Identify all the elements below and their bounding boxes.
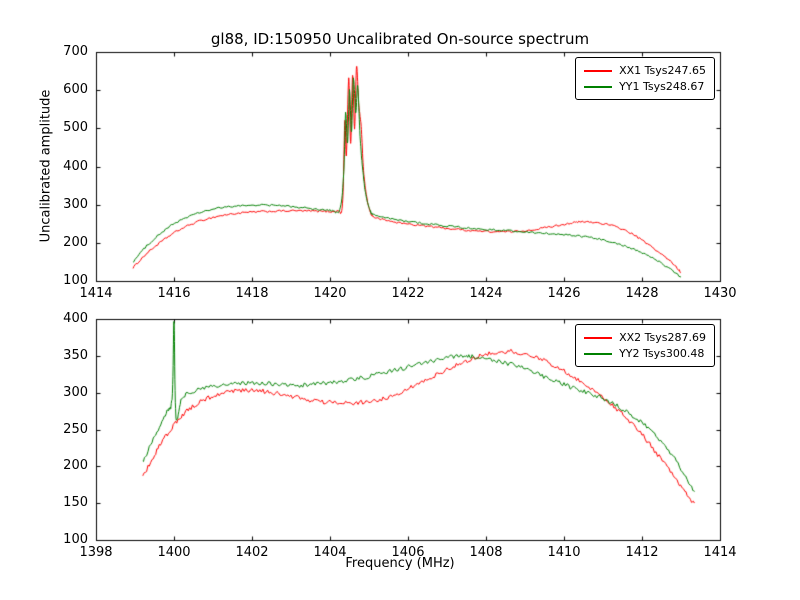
x-tick-label: 1430 [703, 286, 737, 301]
legend-item-label: YY2 Tsys300.48 [619, 347, 705, 360]
y-tick-label: 300 [63, 196, 88, 212]
x-tick-label: 1408 [469, 545, 503, 560]
x-tick-label: 1414 [703, 545, 737, 560]
x-axis-label: Frequency (MHz) [345, 556, 455, 571]
legend-line-sample [584, 353, 613, 355]
legend-item: XX2 Tsys287.69 [584, 330, 706, 346]
x-tick-label: 1424 [469, 286, 503, 301]
legend: XX1 Tsys247.65 YY1 Tsys248.67 [575, 57, 715, 100]
y-tick-label: 200 [63, 234, 88, 250]
y-tick-label: 250 [63, 421, 88, 437]
y-tick-label: 700 [63, 44, 88, 59]
y-tick-label: 100 [63, 532, 88, 547]
x-tick-label: 1412 [625, 545, 659, 560]
y-tick-label: 400 [63, 158, 88, 174]
x-tick-label: 1428 [625, 286, 659, 301]
y-tick-label: 350 [63, 347, 88, 363]
x-tick-label: 1426 [547, 286, 581, 301]
chart-title: gl88, ID:150950 Uncalibrated On-source s… [210, 30, 590, 48]
x-tick-label: 1402 [235, 545, 269, 560]
x-tick-label: 1406 [391, 545, 425, 560]
x-tick-label: 1398 [79, 545, 113, 560]
x-tick-label: 1420 [313, 286, 347, 301]
legend-item: XX1 Tsys247.65 [584, 63, 706, 79]
legend-item-label: XX2 Tsys287.69 [619, 331, 706, 344]
y-tick-label: 150 [63, 495, 88, 511]
x-tick-label: 1400 [157, 545, 191, 560]
legend: XX2 Tsys287.69 YY2 Tsys300.48 [575, 324, 715, 367]
legend-line-sample [584, 337, 613, 339]
y-tick-label: 600 [63, 82, 88, 98]
y-tick-label: 300 [63, 384, 88, 400]
x-tick-label: 1418 [235, 286, 269, 301]
y-tick-label: 200 [63, 458, 88, 474]
legend-line-sample [584, 86, 613, 88]
y-tick-label: 500 [63, 120, 88, 136]
x-tick-label: 1404 [313, 545, 347, 560]
legend-item: YY2 Tsys300.48 [584, 346, 706, 362]
y-tick-label: 100 [63, 273, 88, 288]
x-tick-label: 1410 [547, 545, 581, 560]
x-tick-label: 1414 [79, 286, 113, 301]
legend-item-label: YY1 Tsys248.67 [619, 80, 705, 93]
legend-line-sample [584, 70, 613, 72]
x-tick-label: 1422 [391, 286, 425, 301]
legend-item: YY1 Tsys248.67 [584, 79, 706, 95]
x-tick-label: 1416 [157, 286, 191, 301]
y-tick-label: 400 [63, 311, 88, 326]
legend-item-label: XX1 Tsys247.65 [619, 64, 706, 77]
